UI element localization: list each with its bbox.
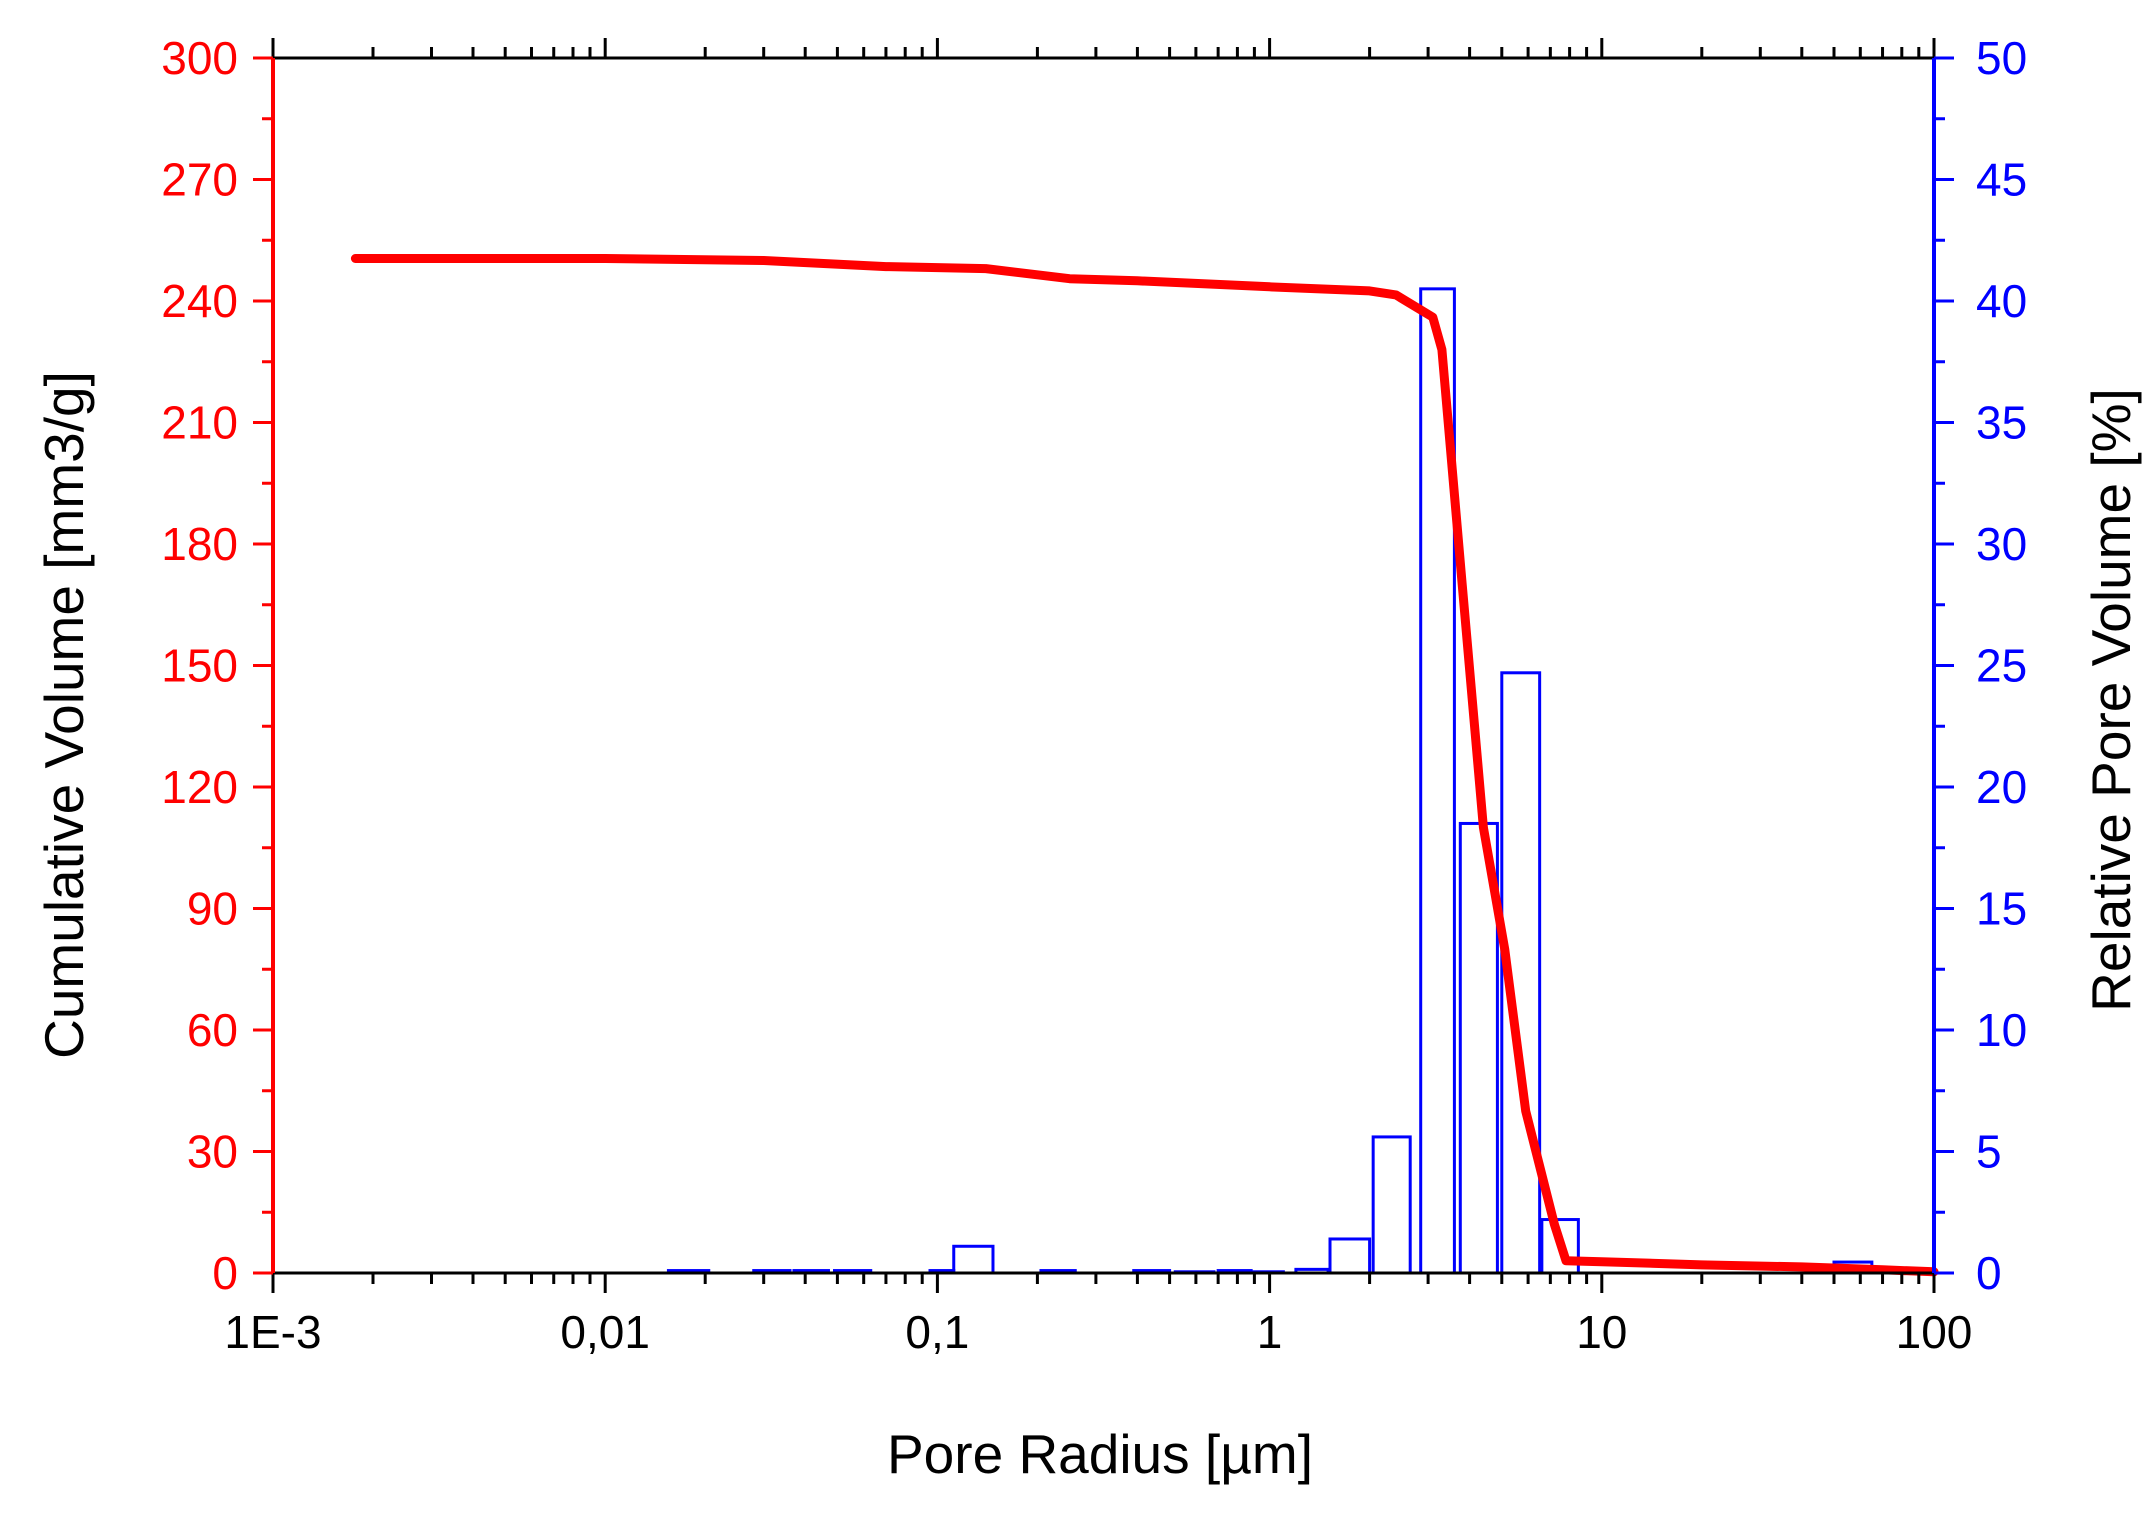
x-tick-label-3: 1 <box>1257 1306 1283 1358</box>
tick-labels: 1E-3 0,01 0,1 1 10 10003060901201501802102402… <box>161 32 2027 1358</box>
y-right-tick-label-9: 45 <box>1976 154 2027 206</box>
y-right-tick-label-5: 25 <box>1976 640 2027 692</box>
y-left-tick-label-9: 270 <box>161 154 238 206</box>
x-tick-label-0: 1E-3 <box>224 1306 321 1358</box>
histogram-bar-12 <box>1328 1237 1372 1275</box>
y-right-tick-label-3: 15 <box>1976 883 2027 935</box>
x-tick-label-5: 100 <box>1896 1306 1973 1358</box>
y-right-tick-label-7: 35 <box>1976 397 2027 449</box>
y-left-tick-label-1: 30 <box>187 1126 238 1178</box>
histogram-bars <box>666 287 1874 1275</box>
axes <box>271 56 1936 1275</box>
y-left-tick-label-2: 60 <box>187 1004 238 1056</box>
y-left-tick-label-6: 180 <box>161 518 238 570</box>
ticks <box>253 38 1954 1293</box>
y-right-tick-label-0: 0 <box>1976 1247 2002 1299</box>
y-right-tick-label-4: 20 <box>1976 761 2027 813</box>
y-right-tick-label-2: 10 <box>1976 1004 2027 1056</box>
y-left-tick-label-3: 90 <box>187 883 238 935</box>
y-left-tick-label-7: 210 <box>161 397 238 449</box>
x-tick-label-1: 0,01 <box>560 1306 650 1358</box>
cumulative-line-layer <box>350 254 1939 1277</box>
y-left-tick-label-10: 300 <box>161 32 238 84</box>
y-left-tick-label-0: 0 <box>212 1247 238 1299</box>
y-right-tick-label-10: 50 <box>1976 32 2027 84</box>
y-right-tick-label-1: 5 <box>1976 1126 2002 1178</box>
histogram-bar-5 <box>952 1244 995 1275</box>
y-left-tick-label-4: 120 <box>161 761 238 813</box>
y-right-tick-label-8: 40 <box>1976 275 2027 327</box>
x-axis-label: Pore Radius [µm] <box>887 1423 1313 1485</box>
cumulative-volume-line <box>350 254 1939 1277</box>
y-left-tick-label-5: 150 <box>161 640 238 692</box>
x-tick-label-4: 10 <box>1576 1306 1627 1358</box>
y-right-tick-label-6: 30 <box>1976 518 2027 570</box>
y-axis-left-label: Cumulative Volume [mm3/g] <box>33 371 95 1059</box>
x-tick-label-2: 0,1 <box>905 1306 969 1358</box>
histogram-bar-13 <box>1371 1135 1412 1275</box>
y-axis-right-label: Relative Pore Volume [%] <box>2080 388 2142 1012</box>
y-left-tick-label-8: 240 <box>161 275 238 327</box>
